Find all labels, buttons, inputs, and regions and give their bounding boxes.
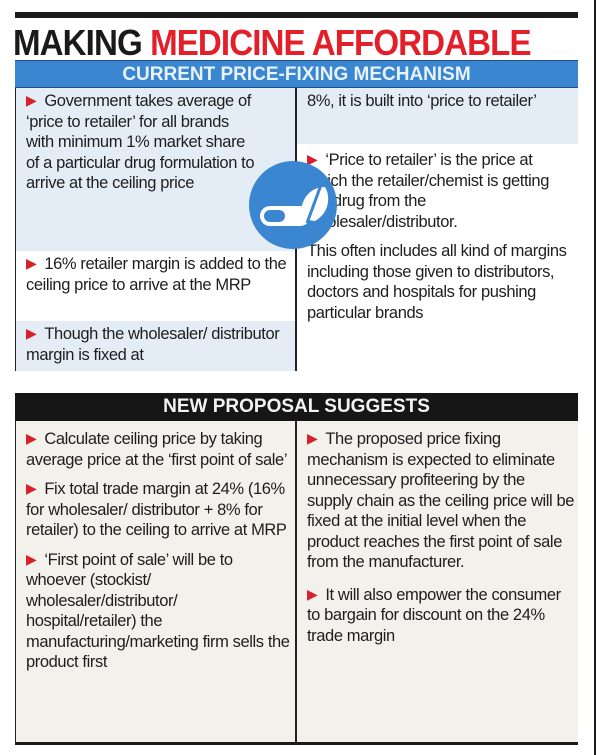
bullet-arrow-icon: ▶ [26,255,37,271]
bullet-arrow-icon: ▶ [307,585,318,602]
current-left-column: ▶ Government takes average of ‘price to r… [16,88,297,371]
current-right-column: 8%, it is built into ‘price to retailer’… [297,88,578,371]
bullet-arrow-icon: ▶ [26,92,37,108]
new-proposal-header: NEW PROPOSAL SUGGESTS [15,393,578,421]
proposal-point-5: ▶ It will also empower the consumer to ba… [307,585,561,645]
current-point-3: ▶ Though the wholesaler/ distributor marg… [16,321,295,371]
proposal-right-column: ▶ The proposed price fixing mechanism is … [297,421,578,742]
current-point-4: ▶ ‘Price to retailer’ is the price at whi… [297,144,578,241]
proposal-point-4: ▶ The proposed price fixing mechanism is … [307,430,575,571]
current-point-2: ▶ 16% retailer margin is added to the cei… [16,251,295,321]
headline-part-1: MAKING [13,22,151,63]
pill-capsule-icon [249,161,337,249]
bullet-arrow-icon: ▶ [26,480,37,496]
bullet-arrow-icon: ▶ [26,430,37,446]
proposal-point-1: ▶ Calculate ceiling price by taking avera… [26,430,288,469]
bullet-arrow-icon: ▶ [307,430,318,446]
current-mechanism-section: CURRENT PRICE-FIXING MECHANISM ▶ Governme… [15,60,578,371]
current-mechanism-header: CURRENT PRICE-FIXING MECHANISM [15,60,578,88]
new-proposal-section: NEW PROPOSAL SUGGESTS ▶ Calculate ceiling… [15,393,578,745]
headline-part-2: MEDICINE AFFORDABLE [150,22,531,63]
bullet-arrow-icon: ▶ [26,325,37,341]
current-point-1: ▶ Government takes average of ‘price to r… [16,88,295,251]
bullet-arrow-icon: ▶ [26,550,37,567]
page-edge-line [594,0,596,755]
top-rule [15,12,578,18]
bullet-arrow-icon: ▶ [307,151,318,167]
proposal-left-column: ▶ Calculate ceiling price by taking avera… [16,421,297,742]
current-point-4-detail: This often includes all kind of margins … [297,241,578,371]
proposal-point-3: ▶ ‘First point of sale’ will be to whoeve… [26,550,290,672]
new-proposal-grid: ▶ Calculate ceiling price by taking avera… [15,421,578,745]
headline: MAKING MEDICINE AFFORDABLE [13,22,532,64]
current-point-3-continued: 8%, it is built into ‘price to retailer’ [297,88,578,144]
proposal-point-2: ▶ Fix total trade margin at 24% (16% for … [26,480,287,539]
current-mechanism-grid: ▶ Government takes average of ‘price to r… [15,88,578,371]
